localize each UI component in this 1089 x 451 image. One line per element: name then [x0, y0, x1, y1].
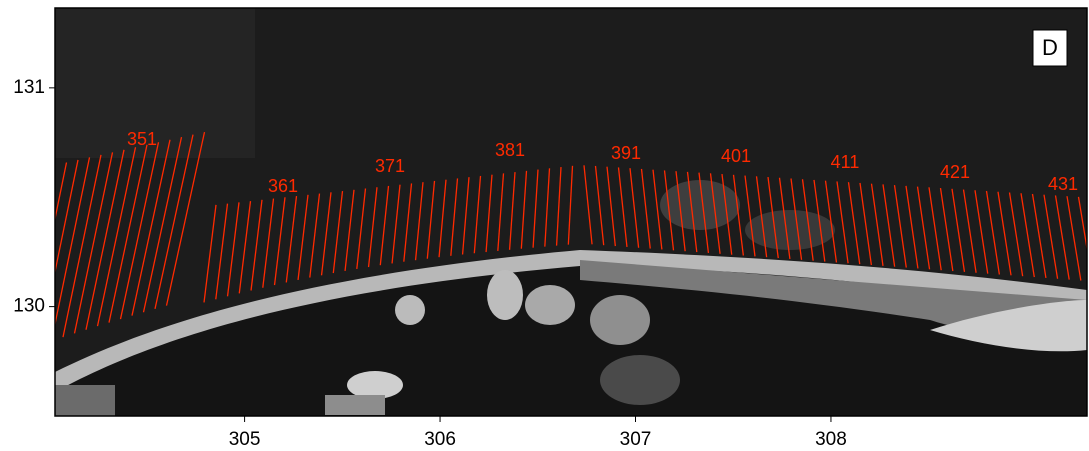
field [487, 270, 523, 320]
transect-label: 421 [940, 162, 970, 182]
x-tick-label: 305 [229, 429, 261, 450]
field [600, 355, 680, 405]
transect-label: 371 [375, 156, 405, 176]
transect-line [17, 165, 55, 352]
field [325, 395, 385, 415]
transect-label: 391 [611, 143, 641, 163]
x-tick-label: 306 [424, 429, 456, 450]
transect-label: 411 [831, 152, 860, 172]
panel-label: D [1042, 35, 1058, 60]
aerial-image [17, 8, 1089, 416]
transect-label: 361 [268, 176, 298, 196]
town [55, 385, 115, 416]
transect-label: 381 [495, 140, 525, 160]
field [525, 285, 575, 325]
map-figure: D 305 306 307 308 130 131 351 361 371 381 391 401 41… [0, 0, 1089, 451]
field [347, 371, 403, 399]
y-tick-label: 130 [13, 296, 45, 317]
transect-label: 431 [1048, 174, 1078, 194]
surf [745, 210, 835, 250]
field [590, 295, 650, 345]
transect-label: 401 [721, 146, 751, 166]
y-tick-label: 131 [13, 77, 45, 98]
x-tick-label: 308 [815, 429, 847, 450]
x-tick-label: 307 [620, 429, 652, 450]
transect-label: 351 [127, 129, 157, 149]
field [395, 295, 425, 325]
